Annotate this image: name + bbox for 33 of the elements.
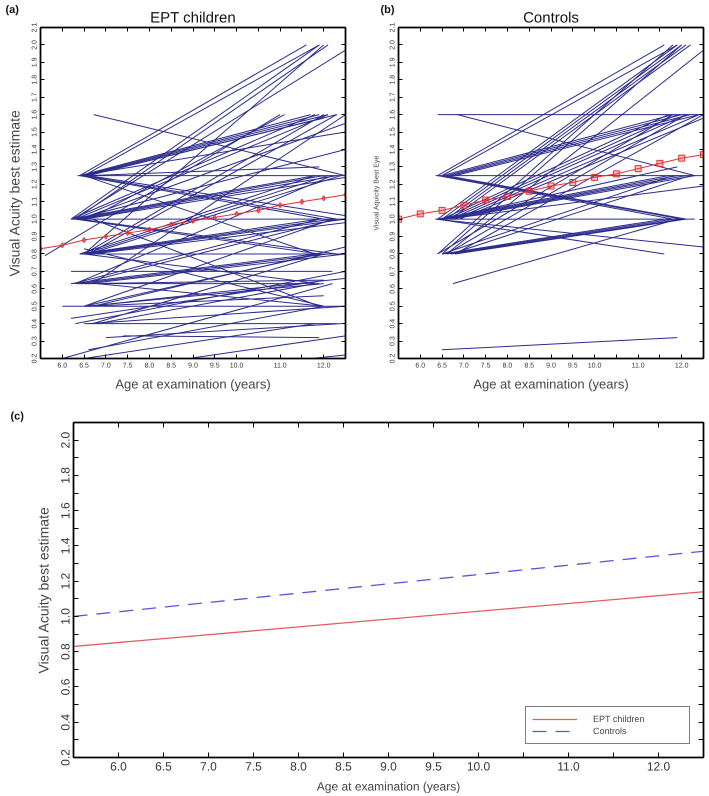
y-tick-label: 1.0	[58, 608, 72, 625]
legend-label: Controls	[593, 725, 628, 737]
x-tick-label: 10.0	[466, 760, 491, 774]
chart-title: Controls	[523, 10, 579, 26]
x-tick-label: 8.0	[290, 760, 308, 774]
y-tick-label: 0.2	[58, 748, 72, 766]
y-tick-label: 0.8	[58, 643, 72, 660]
x-axis-title: Age at examination (years)	[316, 780, 460, 794]
text: (c)	[10, 410, 24, 422]
y-axis-title: Visual Acuity best estimate	[6, 110, 22, 277]
legend-label: EPT children	[593, 713, 646, 725]
x-tick-label: 8.5	[335, 760, 352, 774]
text: (b)	[380, 4, 395, 16]
y-tick-label: 1.8	[58, 466, 72, 484]
y-tick-label: 1.2	[58, 572, 72, 590]
x-tick-label: 6.5	[155, 760, 172, 774]
y-axis-title: Visual Acuity best estimate	[36, 507, 52, 674]
x-tick-label: 9.0	[380, 760, 398, 774]
x-tick-label: 11.0	[557, 760, 580, 774]
y-tick-label: 2.0	[58, 431, 72, 448]
chart-title: EPT children	[150, 10, 236, 26]
text: (a)	[6, 4, 20, 16]
x-tick-label: 6.0	[110, 760, 128, 774]
y-tick-label: 0.6	[58, 678, 72, 696]
x-axis-title: Age at examination (years)	[473, 376, 629, 392]
x-tick-label: 12.0	[646, 760, 671, 774]
x-tick-label: 9.5	[425, 760, 442, 774]
y-tick-label: 1.4	[58, 537, 72, 554]
x-tick-label: 7.0	[200, 760, 218, 774]
x-axis-title: Age at examination (years)	[115, 376, 271, 392]
y-tick-label: 1.6	[58, 502, 72, 519]
x-tick-label: 7.5	[245, 760, 262, 774]
y-tick-label: 0.4	[58, 714, 72, 731]
